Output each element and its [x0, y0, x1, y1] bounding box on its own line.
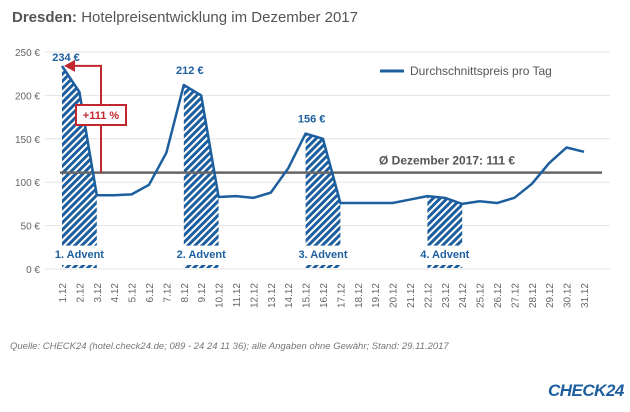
x-tick-label: 13.12 — [267, 283, 278, 308]
line-chart: 0 € 50 € 100 € 150 € 200 € 250 € 1.12 2.12 3.12 4… — [15, 48, 610, 308]
y-tick-label: 50 € — [21, 222, 41, 233]
advent-hatched-area — [305, 133, 341, 246]
advent-marker — [427, 265, 463, 268]
x-tick-label: 23.12 — [441, 283, 452, 308]
x-tick-label: 11.12 — [232, 283, 243, 308]
peak-label: 212 € — [176, 65, 204, 77]
x-tick-label: 15.12 — [302, 283, 313, 308]
x-tick-label: 12.12 — [249, 283, 260, 308]
x-tick-label: 8.12 — [180, 283, 191, 303]
x-tick-label: 27.12 — [510, 283, 521, 308]
increase-callout-box — [75, 104, 127, 126]
x-tick-label: 16.12 — [319, 283, 330, 308]
advent-marker — [62, 265, 97, 268]
x-tick-label: 1.12 — [58, 283, 69, 303]
advent-label: 2. Advent — [177, 249, 226, 261]
x-tick-label: 31.12 — [580, 283, 591, 308]
x-tick-label: 18.12 — [354, 283, 365, 308]
title-text: Hotelpreisentwicklung im Dezember 2017 — [77, 9, 358, 26]
legend-label: Durchschnittspreis pro Tag — [410, 64, 552, 78]
x-tick-label: 10.12 — [215, 283, 226, 308]
advent-label: 1. Advent — [55, 249, 104, 261]
y-tick-label: 150 € — [15, 135, 40, 146]
title-city: Dresden: — [12, 9, 78, 26]
increase-arrowhead — [64, 59, 75, 72]
x-tick-label: 5.12 — [128, 283, 139, 303]
peak-label: 234 € — [52, 52, 80, 64]
x-tick-label: 20.12 — [389, 283, 400, 308]
x-tick-label: 24.12 — [458, 283, 469, 308]
source-note: Quelle: CHECK24 (hotel.check24.de; 089 -… — [10, 341, 449, 352]
increase-callout-label: +111 % — [83, 110, 120, 122]
y-tick-label: 250 € — [15, 48, 40, 59]
advent-label: 3. Advent — [298, 249, 347, 261]
advent-marker — [305, 265, 341, 268]
x-tick-label: 9.12 — [197, 283, 208, 303]
increase-arrow-line — [74, 64, 102, 173]
x-tick-label: 14.12 — [284, 283, 295, 308]
advent-label: 4. Advent — [420, 249, 469, 261]
x-tick-label: 7.12 — [162, 283, 173, 303]
x-tick-label: 17.12 — [336, 283, 347, 308]
y-tick-label: 100 € — [15, 178, 40, 189]
x-tick-label: 29.12 — [545, 283, 556, 308]
x-tick-label: 4.12 — [110, 283, 121, 303]
advent-marker — [183, 265, 219, 268]
advent-hatched-area — [427, 196, 463, 246]
x-tick-label: 28.12 — [528, 283, 539, 308]
x-tick-label: 6.12 — [145, 283, 156, 303]
x-tick-label: 21.12 — [406, 283, 417, 308]
y-tick-label: 200 € — [15, 91, 40, 102]
x-tick-label: 22.12 — [423, 283, 434, 308]
x-tick-label: 2.12 — [75, 283, 86, 303]
y-tick-label: 0 € — [26, 265, 40, 276]
x-tick-label: 19.12 — [371, 283, 382, 308]
advent-hatched-area — [62, 65, 97, 246]
peak-label: 156 € — [298, 114, 326, 126]
x-tick-label: 25.12 — [476, 283, 487, 308]
check24-logo: CHECK24 — [548, 381, 624, 400]
x-tick-label: 3.12 — [93, 283, 104, 303]
x-tick-label: 26.12 — [493, 283, 504, 308]
advent-hatched-area — [183, 84, 219, 246]
chart-title: Dresden: Hotelpreisentwicklung im Dezemb… — [12, 9, 358, 26]
x-tick-label: 30.12 — [563, 283, 574, 308]
average-label: Ø Dezember 2017: 111 € — [379, 154, 515, 168]
